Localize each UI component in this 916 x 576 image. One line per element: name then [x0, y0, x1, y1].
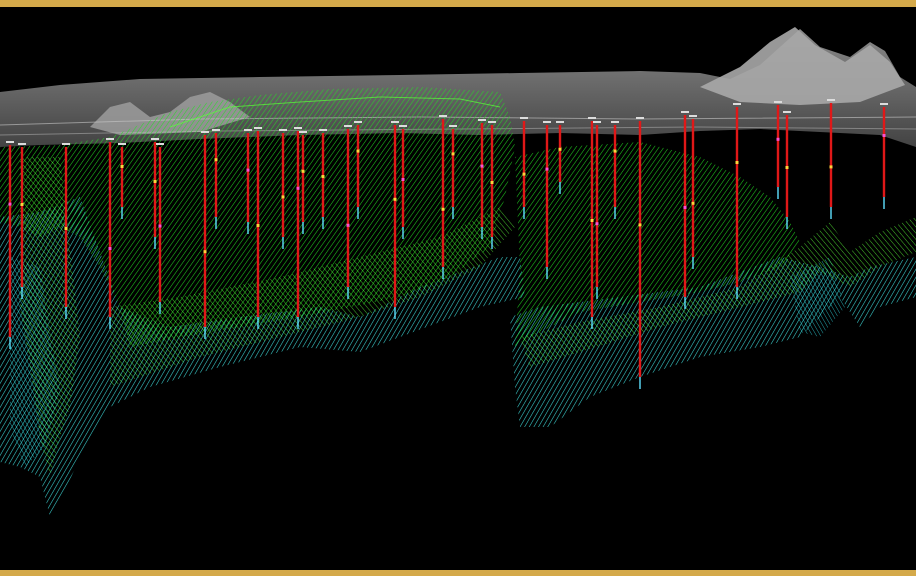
- drillhole[interactable]: [478, 119, 486, 239]
- drillhole[interactable]: [689, 115, 697, 269]
- drillhole[interactable]: [449, 125, 457, 219]
- frame-top-border: [0, 0, 916, 7]
- frame-bottom-border: [0, 570, 916, 576]
- drillhole[interactable]: [783, 111, 791, 229]
- drillhole[interactable]: [279, 129, 287, 249]
- drillhole[interactable]: [156, 143, 164, 314]
- drillhole[interactable]: [18, 143, 26, 299]
- drillhole[interactable]: [254, 127, 262, 329]
- drillhole[interactable]: [299, 131, 307, 234]
- drillhole[interactable]: [588, 117, 596, 329]
- drillhole[interactable]: [399, 125, 407, 239]
- drillhole[interactable]: [6, 141, 14, 349]
- drillhole[interactable]: [118, 143, 126, 219]
- drillhole[interactable]: [880, 103, 888, 209]
- drillhole[interactable]: [520, 117, 528, 219]
- drillhole[interactable]: [593, 121, 601, 299]
- drillhole[interactable]: [439, 115, 447, 279]
- drillhole[interactable]: [733, 103, 741, 299]
- drillhole[interactable]: [354, 121, 362, 219]
- drillhole[interactable]: [774, 101, 782, 199]
- drillhole[interactable]: [319, 129, 327, 229]
- drillhole[interactable]: [244, 129, 252, 234]
- drillhole[interactable]: [391, 121, 399, 319]
- drillhole[interactable]: [827, 99, 835, 219]
- drillhole[interactable]: [62, 143, 70, 319]
- drillhole[interactable]: [212, 129, 220, 229]
- drillhole[interactable]: [106, 138, 114, 329]
- drillhole[interactable]: [556, 121, 564, 194]
- 3d-viewport[interactable]: [0, 7, 916, 570]
- 3d-scene: [0, 27, 916, 517]
- drillhole[interactable]: [151, 138, 159, 249]
- drillhole[interactable]: [636, 117, 644, 389]
- drillhole[interactable]: [294, 127, 302, 329]
- drillhole[interactable]: [681, 111, 689, 309]
- drillhole[interactable]: [344, 125, 352, 299]
- drillholes: [6, 99, 888, 389]
- drillhole[interactable]: [611, 121, 619, 219]
- drillhole[interactable]: [543, 121, 551, 279]
- drillhole[interactable]: [201, 131, 209, 339]
- drillhole[interactable]: [488, 121, 496, 249]
